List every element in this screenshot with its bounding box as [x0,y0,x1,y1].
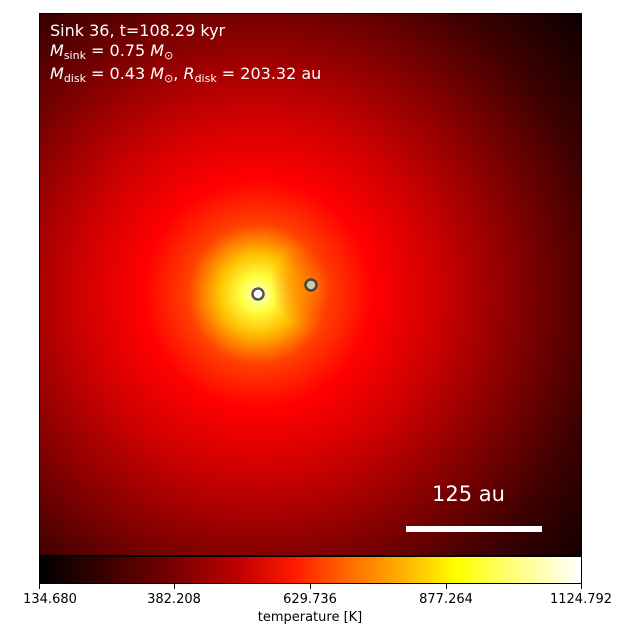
disk-radius-symbol: R [183,64,195,83]
sink-mass-value: = 0.75 [85,41,151,60]
disk-radius-sub: disk [194,72,217,85]
sink-title: Sink 36, t=108.29 kyr [50,21,226,40]
colorbar-tick [310,584,311,589]
temperature-map-panel: Sink 36, t=108.29 kyr Msink = 0.75 M⊙ Md… [39,13,582,556]
colorbar-tick-label: 1124.792 [549,592,613,607]
colorbar-tick-label: 134.680 [23,592,77,607]
colorbar-tick-label: 629.736 [283,592,337,607]
colorbar-tick [39,584,40,589]
colorbar-tick [174,584,175,589]
sink-mass-symbol: M [50,41,64,60]
temperature-map [40,14,581,555]
disk-mass-unit: M [150,64,165,83]
scale-bar [406,526,542,532]
disk-separator: , [173,64,184,83]
sink-mass-sub: sink [63,49,86,62]
sink-mass-unit-sub: ⊙ [164,49,174,62]
colorbar-label: temperature [K] [257,610,363,625]
colorbar [39,556,582,584]
sink-companion-marker [304,278,318,292]
sink-mass-unit: M [150,41,165,60]
disk-mass-unit-sub: ⊙ [164,72,174,85]
sink-primary-marker [251,287,265,301]
sink-mass-label: Msink = 0.75 M⊙ [50,41,173,66]
disk-mass-value: = 0.43 [85,64,151,83]
colorbar-tick [446,584,447,589]
disk-mass-sub: disk [63,72,86,85]
disk-properties-label: Mdisk = 0.43 M⊙, Rdisk = 203.32 au [50,64,321,89]
colorbar-tick-label: 382.208 [147,592,201,607]
disk-mass-symbol: M [50,64,64,83]
scale-bar-label: 125 au [432,482,505,506]
disk-radius-value: = 203.32 au [216,64,322,83]
colorbar-tick [581,584,582,589]
colorbar-tick-label: 877.264 [419,592,473,607]
